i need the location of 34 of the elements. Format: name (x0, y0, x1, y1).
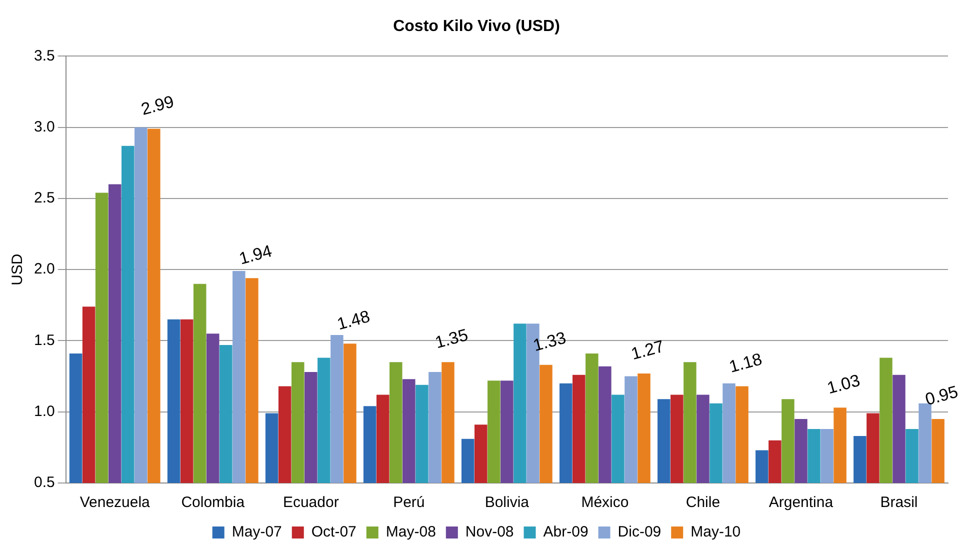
x-tick-label: Brasil (880, 494, 918, 512)
y-axis-title: USD (9, 254, 26, 286)
data-label: 1.18 (727, 350, 764, 376)
data-label: 1.27 (629, 336, 666, 364)
text: 3.5 (34, 47, 55, 64)
chart-title: Costo Kilo Vivo (USD) (393, 18, 560, 36)
x-tick-label: Colombia (181, 494, 246, 512)
data-label: 1.33 (531, 328, 568, 356)
legend-label: Nov-08 (465, 524, 514, 541)
text: 2.0 (34, 260, 55, 278)
legend-label: May-08 (386, 524, 436, 541)
text: 1.0 (34, 403, 55, 420)
x-tick-label: Ecuador (282, 494, 339, 512)
data-label: 1.35 (433, 325, 470, 352)
x-tick-label: Chile (686, 494, 720, 512)
x-tick-label: México (581, 494, 629, 512)
x-tick-label: Argentina (768, 494, 834, 512)
legend-label: Abr-09 (543, 524, 588, 541)
text: 2.5 (34, 190, 55, 207)
x-tick-label: Bolivia (484, 494, 530, 512)
legend-label: Oct-07 (311, 524, 356, 541)
data-label: 1.03 (825, 370, 862, 398)
data-label: 1.94 (237, 241, 274, 268)
legend-label: May-10 (690, 524, 741, 541)
data-label: 1.48 (335, 306, 372, 334)
x-tick-label: Perú (393, 494, 425, 512)
data-label: 0.95 (923, 382, 960, 410)
text: 0.5 (34, 474, 55, 492)
text: 3.0 (34, 118, 55, 136)
data-label: 2.99 (139, 92, 176, 119)
text: 1.5 (34, 332, 55, 349)
legend-label: May-07 (232, 524, 282, 541)
legend-label: Dic-09 (618, 524, 662, 541)
x-tick-label: Venezuela (80, 494, 151, 512)
